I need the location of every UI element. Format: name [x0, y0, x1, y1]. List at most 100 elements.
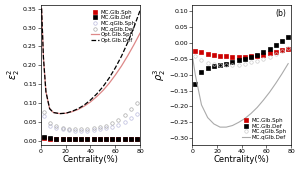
MC.Glb.Sph	[55, 138, 58, 140]
MC.Glb.Sph	[42, 137, 46, 139]
MC.Glb.Def	[98, 138, 102, 140]
Line: Opt.Glb.Sph: Opt.Glb.Sph	[42, 9, 140, 114]
MC.qGlb.Sph	[55, 127, 58, 129]
MC.Glb.Sph	[110, 138, 114, 140]
MC.qGlb.Sph	[73, 130, 77, 132]
MC.Glb.Sph	[255, 55, 259, 57]
MC.qGlb.Def	[55, 125, 58, 127]
MC.qGlb.Sph	[49, 125, 52, 127]
Line: MC.Glb.Sph: MC.Glb.Sph	[194, 47, 290, 58]
Legend: MC.Glb.Sph, MC.Glb.Def, MC.qGlb.Sph, MC.qGlb.Def, Opt.Glb.Sph, Opt.Glb.Def: MC.Glb.Sph, MC.Glb.Def, MC.qGlb.Sph, MC.…	[90, 9, 136, 43]
MC.Glb.Def	[92, 138, 95, 140]
MC.qGlb.Def	[67, 128, 70, 130]
MC.Glb.Def	[67, 138, 70, 140]
MC.qGlb.Sph	[104, 127, 108, 129]
Opt.Glb.Sph	[70, 111, 74, 113]
Opt.Glb.Sph	[52, 112, 55, 114]
MC.qGlb.Def	[85, 128, 89, 130]
MC.Glb.Sph	[224, 55, 228, 57]
MC.Glb.Sph	[280, 49, 284, 51]
MC.qGlb.Sph	[224, 64, 228, 66]
Opt.Glb.Def	[44, 91, 48, 93]
Opt.Glb.Def	[58, 113, 61, 115]
MC.qGlb.Sph	[123, 121, 126, 123]
MC.qGlb.Def	[123, 114, 126, 116]
MC.qGlb.Def	[110, 122, 114, 124]
Opt.Glb.Def	[120, 55, 123, 57]
MC.qGlb.Def	[286, 63, 290, 65]
MC.qGlb.Def	[231, 125, 234, 127]
MC.Glb.Sph	[104, 138, 108, 140]
Opt.Glb.Sph	[44, 91, 48, 93]
MC.qGlb.Def	[237, 121, 240, 123]
Opt.Glb.Sph	[101, 90, 105, 92]
MC.qGlb.Sph	[61, 128, 64, 130]
Opt.Glb.Sph	[42, 57, 45, 59]
MC.Glb.Sph	[67, 138, 70, 140]
MC.Glb.Sph	[262, 54, 265, 56]
MC.Glb.Sph	[212, 54, 216, 56]
MC.qGlb.Sph	[249, 61, 253, 63]
MC.Glb.Def	[243, 58, 247, 60]
Opt.Glb.Sph	[95, 96, 98, 98]
MC.Glb.Def	[274, 44, 278, 46]
MC.Glb.Sph	[268, 52, 272, 54]
MC.qGlb.Sph	[110, 126, 114, 128]
MC.Glb.Sph	[274, 51, 278, 53]
Opt.Glb.Sph	[120, 65, 123, 67]
MC.qGlb.Sph	[194, 55, 197, 57]
Opt.Glb.Def	[138, 9, 142, 11]
MC.Glb.Def	[280, 40, 284, 42]
MC.qGlb.Sph	[255, 60, 259, 62]
MC.qGlb.Def	[280, 73, 284, 75]
MC.qGlb.Def	[73, 128, 77, 130]
Y-axis label: $\rho_2^3$: $\rho_2^3$	[151, 68, 168, 81]
MC.Glb.Sph	[218, 55, 222, 57]
MC.Glb.Def	[206, 67, 209, 69]
MC.Glb.Def	[237, 59, 240, 62]
Opt.Glb.Sph	[89, 101, 92, 103]
MC.Glb.Sph	[85, 138, 89, 140]
X-axis label: Centrality(%): Centrality(%)	[214, 155, 270, 164]
Opt.Glb.Def	[48, 108, 51, 110]
MC.Glb.Sph	[249, 55, 253, 57]
MC.Glb.Def	[73, 138, 77, 140]
MC.qGlb.Def	[249, 112, 253, 114]
MC.Glb.Sph	[286, 48, 290, 50]
Line: MC.Glb.Sph: MC.Glb.Sph	[42, 136, 139, 141]
MC.Glb.Sph	[73, 138, 77, 140]
MC.Glb.Sph	[194, 50, 197, 52]
MC.qGlb.Def	[80, 128, 83, 130]
Opt.Glb.Sph	[40, 8, 44, 10]
MC.Glb.Sph	[80, 138, 83, 140]
MC.qGlb.Sph	[206, 62, 209, 64]
MC.qGlb.Def	[218, 126, 222, 128]
Opt.Glb.Def	[95, 93, 98, 95]
Opt.Glb.Def	[126, 42, 129, 44]
MC.Glb.Def	[104, 138, 108, 140]
Line: MC.qGlb.Def: MC.qGlb.Def	[42, 101, 139, 131]
MC.Glb.Def	[55, 138, 58, 140]
MC.Glb.Sph	[123, 138, 126, 140]
MC.Glb.Def	[194, 83, 197, 85]
Opt.Glb.Def	[42, 57, 45, 59]
MC.qGlb.Def	[243, 117, 247, 119]
MC.qGlb.Def	[61, 127, 64, 129]
X-axis label: Centrality(%): Centrality(%)	[63, 155, 118, 164]
MC.Glb.Def	[135, 138, 139, 140]
MC.qGlb.Sph	[92, 129, 95, 131]
MC.qGlb.Def	[92, 127, 95, 129]
Line: MC.qGlb.Def: MC.qGlb.Def	[193, 59, 288, 127]
MC.qGlb.Def	[224, 126, 228, 128]
MC.Glb.Sph	[231, 56, 234, 58]
MC.qGlb.Sph	[117, 124, 120, 126]
MC.Glb.Sph	[98, 138, 102, 140]
MC.Glb.Sph	[237, 56, 240, 58]
MC.Glb.Def	[61, 138, 64, 140]
Opt.Glb.Sph	[58, 113, 61, 115]
MC.qGlb.Def	[268, 91, 272, 93]
MC.Glb.Def	[200, 71, 203, 73]
MC.Glb.Sph	[243, 56, 247, 58]
MC.qGlb.Def	[274, 82, 278, 84]
Line: Opt.Glb.Def: Opt.Glb.Def	[42, 9, 140, 114]
